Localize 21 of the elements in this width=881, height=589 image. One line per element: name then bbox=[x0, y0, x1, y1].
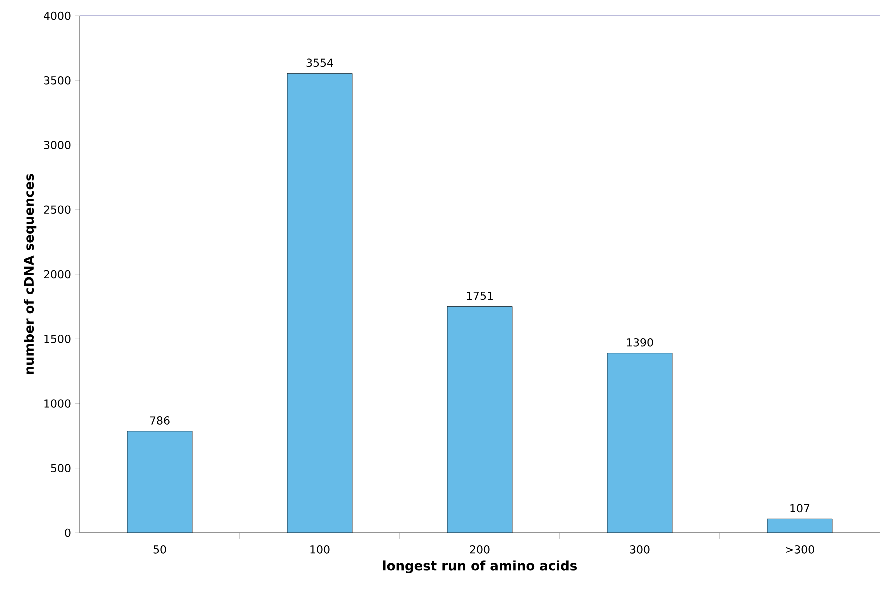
y-tick-label: 500 bbox=[51, 464, 71, 473]
y-tick-label: 2500 bbox=[44, 206, 71, 214]
x-tick-label: 300 bbox=[630, 546, 650, 554]
y-tick-label: 2000 bbox=[44, 270, 71, 279]
y-tick-label: 3000 bbox=[44, 141, 71, 150]
x-tick-label: 200 bbox=[470, 546, 490, 554]
x-axis-title: longest run of amino acids bbox=[383, 560, 578, 574]
y-tick-label: 3500 bbox=[44, 76, 71, 85]
data-label: 3554 bbox=[306, 58, 334, 68]
y-tick-label: 1500 bbox=[44, 334, 71, 344]
data-label: 1751 bbox=[467, 292, 493, 300]
x-tick-label: >300 bbox=[786, 546, 814, 554]
y-tick-label: 1000 bbox=[44, 400, 71, 408]
y-tick-label: 4000 bbox=[44, 12, 71, 20]
x-tick-label: 100 bbox=[310, 546, 330, 554]
y-tick-label: 0 bbox=[65, 528, 71, 538]
x-tick-label: 50 bbox=[154, 546, 166, 554]
data-label: 1390 bbox=[627, 338, 654, 347]
y-axis-title: number of cDNA sequences bbox=[24, 174, 37, 374]
data-label: 786 bbox=[150, 416, 170, 425]
data-label: 107 bbox=[790, 504, 810, 513]
